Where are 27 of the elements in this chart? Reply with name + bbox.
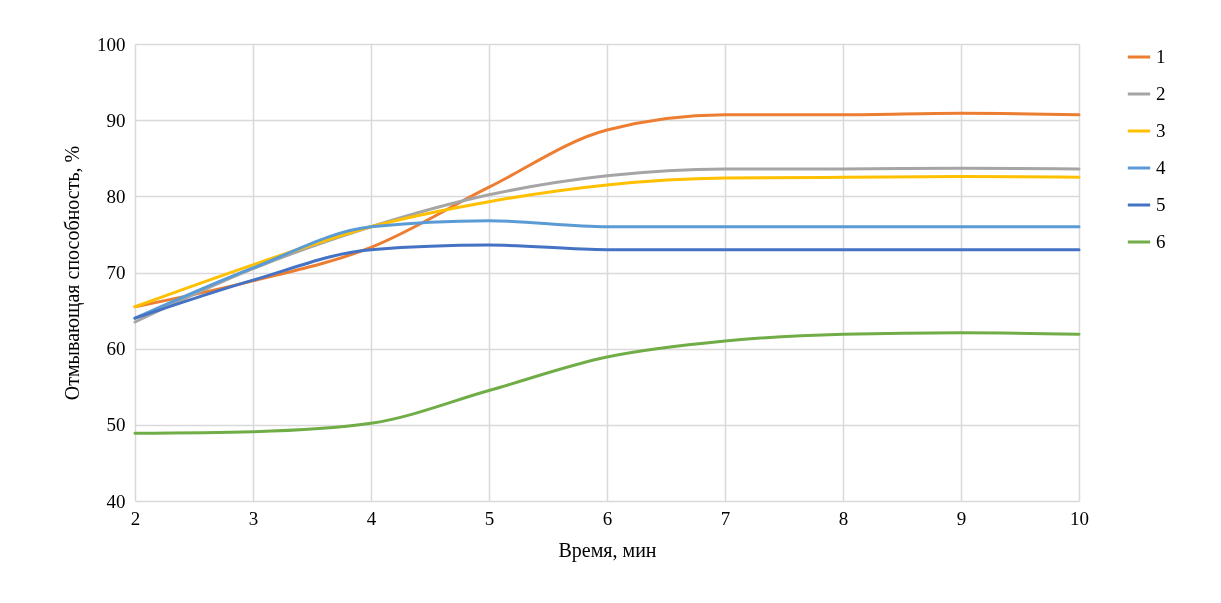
x-tick-label: 6 (602, 507, 613, 529)
x-tick-label: 8 (838, 507, 849, 529)
y-tick-label: 40 (106, 490, 126, 512)
x-tick-label: 9 (956, 507, 967, 529)
legend-label: 1 (1156, 46, 1166, 67)
y-tick-label: 70 (106, 262, 126, 283)
legend-label: 6 (1156, 231, 1166, 252)
x-tick-label: 5 (484, 507, 495, 529)
x-axis-title: Время, мин (558, 538, 657, 562)
y-axis-title: Отмывающая способность, % (61, 145, 84, 401)
line-series (133, 175, 1081, 309)
y-tick-label: 80 (106, 185, 126, 207)
line-series (133, 243, 1081, 320)
legend-label: 4 (1156, 157, 1166, 178)
x-tick-label: 4 (366, 507, 377, 529)
y-tick-label: 50 (106, 414, 126, 436)
y-tick-label: 60 (106, 338, 126, 360)
y-tick-label: 90 (106, 109, 126, 131)
legend-label: 3 (1156, 120, 1166, 141)
legend-label: 5 (1156, 194, 1166, 215)
x-tick-label: 2 (130, 507, 141, 529)
x-tick-label: 3 (248, 507, 259, 529)
x-tick-label: 7 (720, 507, 731, 529)
line-series (133, 331, 1081, 435)
x-tick-label: 10 (1070, 507, 1089, 529)
legend-label: 2 (1156, 83, 1166, 104)
y-tick-label: 100 (97, 33, 126, 55)
